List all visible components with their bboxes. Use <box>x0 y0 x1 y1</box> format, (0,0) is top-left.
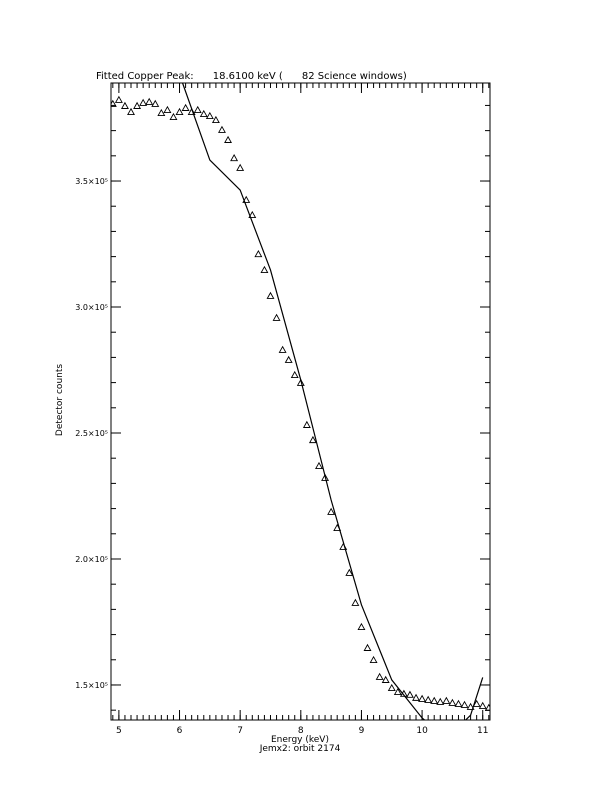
data-point <box>260 265 269 273</box>
data-point <box>120 101 129 109</box>
data-point <box>369 655 378 664</box>
x-tick-label: 10 <box>416 726 428 736</box>
data-point <box>218 125 226 133</box>
data-point <box>302 420 311 428</box>
data-point <box>460 700 469 708</box>
data-point <box>193 105 202 113</box>
data-point <box>387 683 396 692</box>
data-point <box>308 435 317 444</box>
data-point <box>442 696 451 704</box>
data-point <box>290 370 299 379</box>
data-point <box>111 99 117 107</box>
x-tick-label: 6 <box>177 726 183 736</box>
data-point <box>484 703 490 711</box>
data-point <box>151 99 160 107</box>
data-point <box>211 115 220 124</box>
data-point <box>169 112 178 121</box>
data-point <box>139 98 148 106</box>
data-point <box>454 699 463 707</box>
data-point <box>466 702 475 710</box>
data-point <box>254 249 263 258</box>
data-point <box>175 107 184 115</box>
data-point <box>472 699 481 707</box>
data-point <box>248 210 257 219</box>
data-point <box>114 95 123 103</box>
chart-title: Fitted Copper Peak: 18.6100 keV ( 82 Sci… <box>96 71 407 82</box>
data-point <box>236 163 245 171</box>
data-point <box>157 108 166 116</box>
y-tick-label: 2.0×10⁵ <box>75 555 108 564</box>
y-tick-label: 1.5×10⁵ <box>75 681 108 690</box>
y-tick-label: 3.0×10⁵ <box>75 303 108 312</box>
data-point <box>357 622 366 631</box>
data-point <box>266 291 275 299</box>
data-point <box>199 109 208 118</box>
data-point <box>405 690 414 698</box>
data-point <box>272 313 281 321</box>
data-point <box>478 701 487 709</box>
plot-area <box>111 83 490 720</box>
x-tick-label: 7 <box>237 726 243 736</box>
x-axis-label-2: Jemx2: orbit 2174 <box>259 744 341 754</box>
y-tick-label: 2.5×10⁵ <box>75 429 108 438</box>
data-point <box>448 698 457 706</box>
data-point <box>163 105 172 113</box>
plot-frame <box>110 82 491 721</box>
data-point <box>351 598 360 606</box>
data-point <box>393 687 402 696</box>
data-point <box>375 672 384 680</box>
data-point <box>230 153 239 162</box>
data-point <box>284 355 293 363</box>
data-point <box>418 694 427 702</box>
data-point <box>327 507 336 515</box>
y-tick-label: 3.5×10⁵ <box>75 177 108 186</box>
data-point <box>363 643 372 651</box>
data-point <box>127 107 135 115</box>
data-point <box>321 473 330 481</box>
y-axis-label: Detector counts <box>55 364 65 436</box>
x-tick-label: 9 <box>359 726 365 736</box>
data-point <box>345 568 354 576</box>
data-point <box>278 345 287 353</box>
data-point <box>430 696 439 704</box>
x-tick-label: 8 <box>298 726 304 736</box>
data-point <box>242 195 251 203</box>
data-point <box>424 695 433 703</box>
data-point <box>315 461 323 470</box>
data-point <box>133 101 142 109</box>
data-point <box>181 103 190 111</box>
x-tick-label: 11 <box>477 726 488 736</box>
data-point <box>205 111 214 120</box>
fit-line <box>181 83 484 720</box>
data-point <box>436 697 445 705</box>
x-axis-label: Energy (keV) <box>271 735 329 745</box>
data-point <box>296 378 305 386</box>
data-point <box>412 693 420 701</box>
data-point <box>145 97 154 105</box>
data-point <box>224 135 232 143</box>
x-tick-label: 5 <box>116 726 122 736</box>
data-point <box>381 675 390 683</box>
